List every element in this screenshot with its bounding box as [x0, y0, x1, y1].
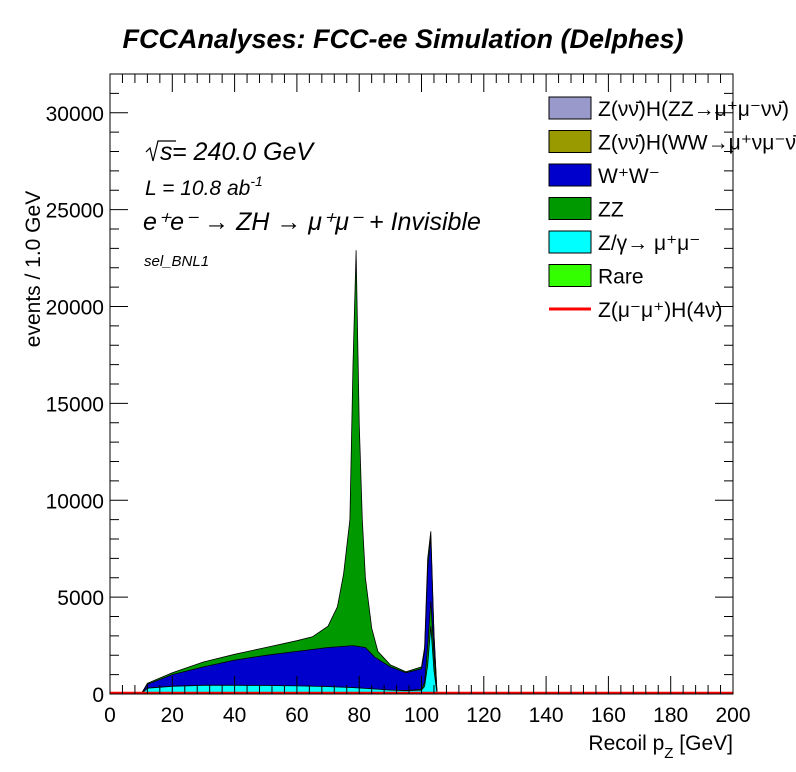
- y-tick-label: 10000: [46, 490, 104, 513]
- y-tick-label: 15000: [46, 393, 104, 416]
- legend-label: Z(νν̄)H(WW→μ⁺νμ⁻ν̄): [598, 132, 796, 155]
- legend-swatch: [548, 264, 592, 287]
- y-tick-label: 0: [92, 684, 104, 707]
- x-axis-title: Recoil pZ [GeV]: [588, 732, 733, 762]
- legend-item: Rare: [548, 264, 644, 289]
- legend-item: Z(νν̄)H(WW→μ⁺νμ⁻ν̄): [548, 130, 796, 155]
- chart-title: FCCAnalyses: FCC-ee Simulation (Delphes): [122, 24, 683, 54]
- legend-label: Rare: [598, 266, 644, 289]
- legend-item: Z(νν̄)H(ZZ→μ⁺μ⁻νν̄): [548, 96, 789, 121]
- legend-swatch: [548, 230, 592, 254]
- x-tick-label: 180: [653, 704, 688, 727]
- annotation-sqrt-s-symbol: s: [160, 138, 173, 166]
- x-tick-label: 200: [715, 704, 750, 727]
- y-tick-label: 30000: [46, 103, 104, 126]
- x-tick-label: 160: [591, 704, 626, 727]
- legend-swatch: [548, 96, 592, 120]
- series-area-0: [110, 250, 733, 695]
- x-tick-label: 140: [529, 704, 564, 727]
- x-tick-label: 40: [223, 704, 246, 727]
- legend-item: Z(μ⁻μ⁺)H(4ν): [549, 299, 723, 322]
- annotation-selection: sel_BNL1: [144, 253, 209, 270]
- y-axis-title: events / 1.0 GeV: [22, 191, 45, 347]
- legend-label: Z/γ→ μ⁺μ⁻: [598, 232, 700, 255]
- x-tick-label: 80: [348, 704, 371, 727]
- legend-label: Z(νν̄)H(ZZ→μ⁺μ⁻νν̄): [598, 98, 789, 121]
- legend-item: Z/γ→ μ⁺μ⁻: [548, 230, 700, 255]
- legend-label: Z(μ⁻μ⁺)H(4ν): [598, 299, 723, 322]
- legend: Z(νν̄)H(ZZ→μ⁺μ⁻νν̄) Z(νν̄)H(WW→μ⁺νμ⁻ν̄) W⁺…: [548, 96, 796, 322]
- legend-label: W⁺W⁻: [598, 165, 660, 188]
- y-tick-label: 20000: [46, 297, 104, 320]
- series-area-1: [110, 537, 733, 695]
- x-tick-label: 0: [104, 704, 116, 727]
- legend-label: ZZ: [598, 199, 624, 222]
- y-tick-label: 5000: [57, 587, 104, 610]
- legend-swatch: [548, 130, 592, 153]
- y-tick-label: 25000: [46, 200, 104, 223]
- tick-layer: 0 20 40 60 80 100 120 140 160 180 200 0 5000 10000 150…: [46, 73, 751, 727]
- x-tick-label: 120: [466, 704, 501, 727]
- annotation-energy: = 240.0 GeV: [172, 138, 315, 166]
- legend-item: W⁺W⁻: [548, 163, 660, 188]
- legend-swatch: [548, 163, 592, 187]
- x-tick-label: 60: [285, 704, 308, 727]
- annotation-lumi: L = 10.8 ab-1: [145, 173, 263, 200]
- annotation-sqrt-s: s = 240.0 GeV: [145, 138, 315, 166]
- x-tick-label: 100: [404, 704, 439, 727]
- legend-item: ZZ: [548, 197, 624, 222]
- legend-swatch: [548, 197, 592, 220]
- annotation-process: e⁺e⁻ → ZH → μ⁺μ⁻ + Invisible: [143, 208, 481, 236]
- x-tick-label: 20: [161, 704, 184, 727]
